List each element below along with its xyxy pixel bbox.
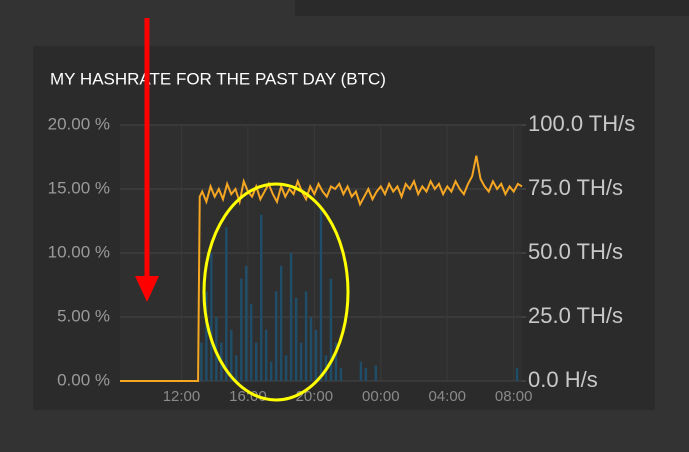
bar <box>200 342 203 381</box>
chart-title: MY HASHRATE FOR THE PAST DAY (BTC) <box>50 69 386 88</box>
y2-tick-label: 75.0 TH/s <box>528 175 623 200</box>
bar <box>304 291 308 381</box>
arrow-head <box>135 276 159 302</box>
bar <box>259 214 263 381</box>
line <box>120 155 523 382</box>
y2-tick-label: 50.0 TH/s <box>528 239 623 264</box>
bar <box>210 253 213 381</box>
x-tick-label: 12:00 <box>163 388 201 405</box>
x-tick-label: 16:00 <box>229 388 267 405</box>
y2-tick-label: 100.0 TH/s <box>528 111 635 136</box>
bar <box>299 342 303 381</box>
bar <box>205 291 208 381</box>
y-tick-label: 5.00 % <box>57 306 110 325</box>
bar <box>309 317 313 381</box>
bar <box>319 208 323 381</box>
y-tick-label: 10.00 % <box>48 242 110 261</box>
bar <box>225 227 228 381</box>
bar <box>264 329 268 381</box>
y-tick-label: 20.00 % <box>48 114 110 133</box>
bar <box>515 368 519 381</box>
y-tick-label: 15.00 % <box>48 178 110 197</box>
bar <box>284 355 288 381</box>
x-tick-label: 08:00 <box>495 388 533 405</box>
x-tick-label: 20:00 <box>296 388 334 405</box>
bar <box>250 304 253 381</box>
plot: 0.00 % 5.00 % 10.00 % 15.00 % 20.00 % 0.0 H/s… <box>48 111 636 405</box>
bar <box>374 365 378 381</box>
bar <box>364 368 368 381</box>
bar <box>339 368 343 381</box>
bar <box>215 317 218 381</box>
y2-tick-label: 0.0 H/s <box>528 367 598 392</box>
bar <box>269 361 273 381</box>
bar <box>359 361 363 381</box>
bar <box>279 265 283 381</box>
bar <box>294 297 298 381</box>
bar <box>274 291 278 381</box>
bar <box>240 278 243 381</box>
top-panel <box>295 0 689 16</box>
y2-tick-label: 25.0 TH/s <box>528 303 623 328</box>
y-tick-label: 0.00 % <box>57 370 110 389</box>
x-tick-label: 04:00 <box>428 388 466 405</box>
bar <box>334 342 338 381</box>
bar <box>289 253 293 381</box>
bar <box>255 342 258 381</box>
bar <box>230 329 233 381</box>
bar <box>235 355 238 381</box>
bar <box>314 329 318 381</box>
x-tick-label: 00:00 <box>362 388 400 405</box>
bar <box>245 265 248 381</box>
highlight-ellipse <box>202 182 350 402</box>
bar <box>329 278 333 381</box>
